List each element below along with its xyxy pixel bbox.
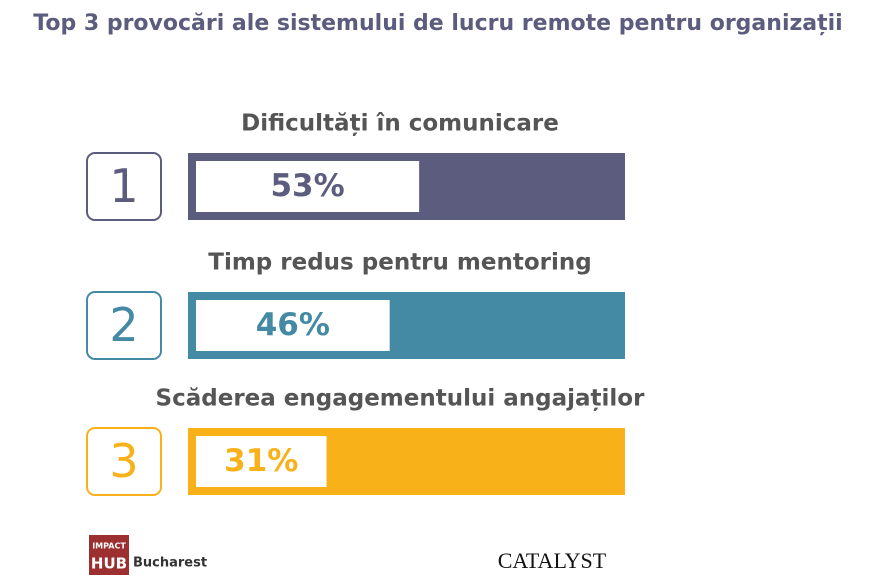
rank-box bbox=[86, 152, 162, 221]
bar bbox=[196, 161, 420, 212]
catalyst-logo: CATALYST bbox=[498, 548, 607, 573]
impact-hub-logo bbox=[89, 535, 129, 575]
chart-title: Top 3 provocări ale sistemului de lucru … bbox=[33, 11, 842, 36]
rank-number: 1 bbox=[109, 159, 138, 213]
category-label: Scăderea engagementului angajaților bbox=[156, 386, 646, 412]
category-label: Dificultăți în comunicare bbox=[241, 111, 559, 137]
rank-number: 3 bbox=[109, 434, 138, 488]
bar bbox=[196, 300, 390, 351]
bar bbox=[196, 436, 327, 487]
logo-text: HUB bbox=[91, 555, 127, 573]
rank-box bbox=[86, 291, 162, 360]
value-label: 46% bbox=[256, 307, 330, 343]
value-label: 31% bbox=[224, 443, 298, 479]
value-label: 53% bbox=[270, 168, 344, 204]
category-label: Timp redus pentru mentoring bbox=[208, 250, 591, 276]
logo-text: IMPACT bbox=[92, 542, 126, 551]
logo-text: Bucharest bbox=[133, 556, 207, 571]
rank-number: 2 bbox=[109, 298, 138, 352]
rank-box bbox=[86, 427, 162, 496]
